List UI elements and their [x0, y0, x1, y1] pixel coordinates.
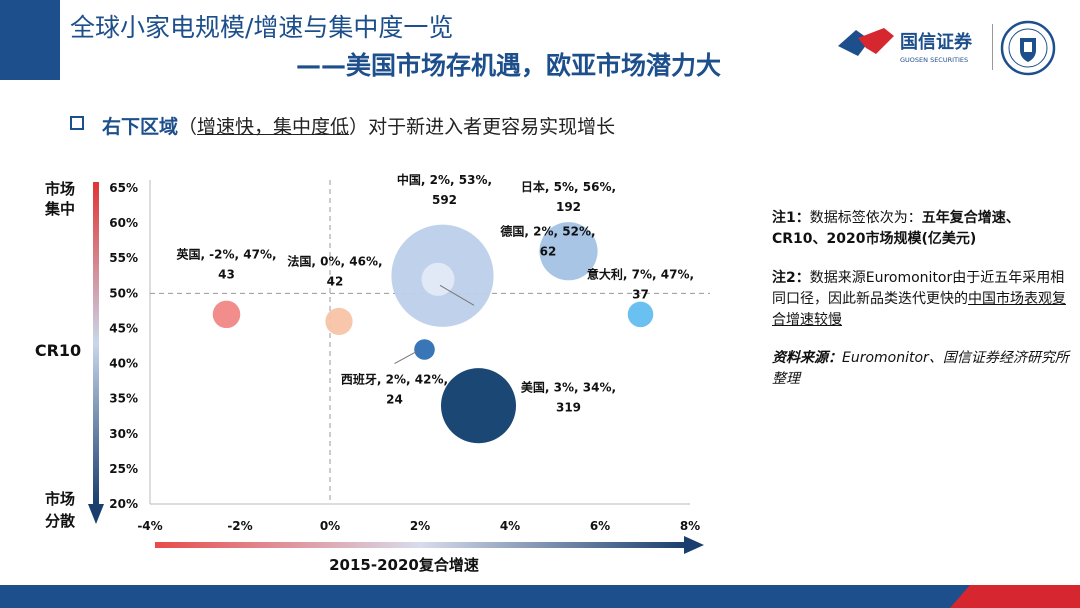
bubble-意大利 [627, 301, 654, 328]
x-axis-label: 2015-2020复合增速 [329, 556, 479, 574]
y-top-label-1: 市场 [45, 180, 75, 198]
data-label-size-德国: 62 [540, 244, 557, 258]
institute-seal-icon [1000, 20, 1056, 76]
x-tick-label: 8% [680, 519, 700, 533]
bubble-英国 [212, 300, 241, 329]
bubble-美国 [440, 368, 517, 444]
data-label-size-意大利: 37 [632, 287, 649, 301]
subtitle-paren-open: （ [178, 116, 198, 138]
y-top-label-2: 集中 [44, 200, 75, 218]
data-label-size-英国: 43 [218, 267, 235, 281]
bubble-德国 [421, 262, 455, 296]
x-tick-label: 6% [590, 519, 610, 533]
x-tick-label: -2% [227, 519, 252, 533]
header-accent-bar [0, 0, 60, 80]
source-text: Euromonitor、国信证券经济研究所整理 [772, 350, 1069, 387]
data-label-意大利: 意大利, 7%, 47%, [587, 266, 694, 281]
data-label-size-法国: 42 [327, 274, 344, 288]
x-gradient-bar [155, 542, 685, 548]
note-2: 注2：数据来源Euromonitor由于近五年采用相同口径，因此新品类迭代更快的… [772, 268, 1072, 331]
data-label-美国: 美国, 3%, 34%, [521, 380, 616, 395]
data-label-size-中国: 592 [432, 193, 457, 207]
source-label: 资料来源： [772, 350, 842, 366]
data-source: 资料来源：Euromonitor、国信证券经济研究所整理 [772, 348, 1072, 390]
data-label-size-美国: 319 [556, 401, 581, 415]
y-tick-label: 50% [109, 286, 138, 300]
subtitle-paren-close: ） [349, 116, 369, 138]
data-label-size-西班牙: 24 [386, 393, 403, 407]
data-label-size-日本: 192 [556, 200, 581, 214]
y-tick-label: 60% [109, 216, 138, 230]
bubble-西班牙 [414, 339, 435, 360]
y-axis-label: CR10 [35, 341, 81, 360]
y-tick-label: 65% [109, 181, 138, 195]
data-label-西班牙: 西班牙, 2%, 42%, [341, 372, 448, 387]
footer-bar [0, 585, 1080, 608]
y-tick-label: 30% [109, 427, 138, 441]
footer-accent [950, 585, 1080, 608]
y-tick-label: 55% [109, 251, 138, 265]
brand-divider [992, 24, 993, 70]
subtitle-highlight: 右下区域 [102, 116, 179, 138]
bullet-square-icon [70, 116, 84, 130]
data-label-德国: 德国, 2%, 52%, [500, 223, 595, 238]
guosen-logo-icon [838, 28, 894, 56]
note1-text: 数据标签依次为： [809, 210, 922, 226]
leader-line-germany [439, 284, 475, 306]
section-subtitle: 右下区域（增速快，集中度低）对于新进入者更容易实现增长 [102, 112, 615, 139]
x-tick-label: 0% [320, 519, 340, 533]
data-label-日本: 日本, 5%, 56%, [521, 179, 616, 194]
page-title: 全球小家电规模/增速与集中度一览 [70, 13, 454, 42]
note1-bold: 五年复合增速、CR10、2020市场规模(亿美元) [772, 210, 1020, 247]
x-tick-label: -4% [137, 519, 162, 533]
note2-text: 数据来源Euromonitor由于近五年采用相同口径，因此新品类迭代更快的 [772, 270, 1065, 307]
subtitle-rest: 对于新进入者更容易实现增长 [368, 116, 616, 138]
y-gradient-bar [93, 182, 99, 504]
bubble-法国 [325, 307, 353, 336]
y-tick-label: 40% [109, 357, 138, 371]
note2-label: 注2： [772, 270, 810, 286]
bubble-日本 [539, 222, 598, 281]
x-arrow-head [684, 536, 704, 554]
x-tick-label: 4% [500, 519, 520, 533]
subtitle-underlined: 增速快，集中度低 [197, 116, 350, 138]
y-tick-label: 45% [109, 321, 138, 335]
note1-label: 注1： [772, 210, 810, 226]
leader-line-spain [394, 351, 417, 364]
y-bottom-label-1: 市场 [45, 490, 75, 508]
brand-name: 国信证券 [900, 32, 972, 53]
note-1: 注1：数据标签依次为：五年复合增速、CR10、2020市场规模(亿美元) [772, 208, 1072, 250]
data-label-英国: 英国, -2%, 47%, [176, 246, 276, 261]
y-arrow-head [88, 504, 104, 524]
x-tick-label: 2% [410, 519, 430, 533]
y-tick-label: 35% [109, 392, 138, 406]
note2-underlined: 中国市场表观复合增速较慢 [772, 291, 1066, 328]
page-subtitle-headline: ——美国市场存机遇，欧亚市场潜力大 [296, 51, 722, 80]
bubble-chart: 20% 25% 30% 35% 40% 45% 50% 55% 60% 65% -4% -2% 0% 2%… [35, 172, 710, 574]
y-tick-label: 20% [109, 497, 138, 511]
data-label-中国: 中国, 2%, 53%, [397, 172, 492, 187]
data-label-法国: 法国, 0%, 46%, [287, 253, 382, 268]
brand-name-en: GUOSEN SECURITIES [900, 56, 969, 64]
y-bottom-label-2: 分散 [45, 512, 76, 530]
y-tick-label: 25% [109, 462, 138, 476]
